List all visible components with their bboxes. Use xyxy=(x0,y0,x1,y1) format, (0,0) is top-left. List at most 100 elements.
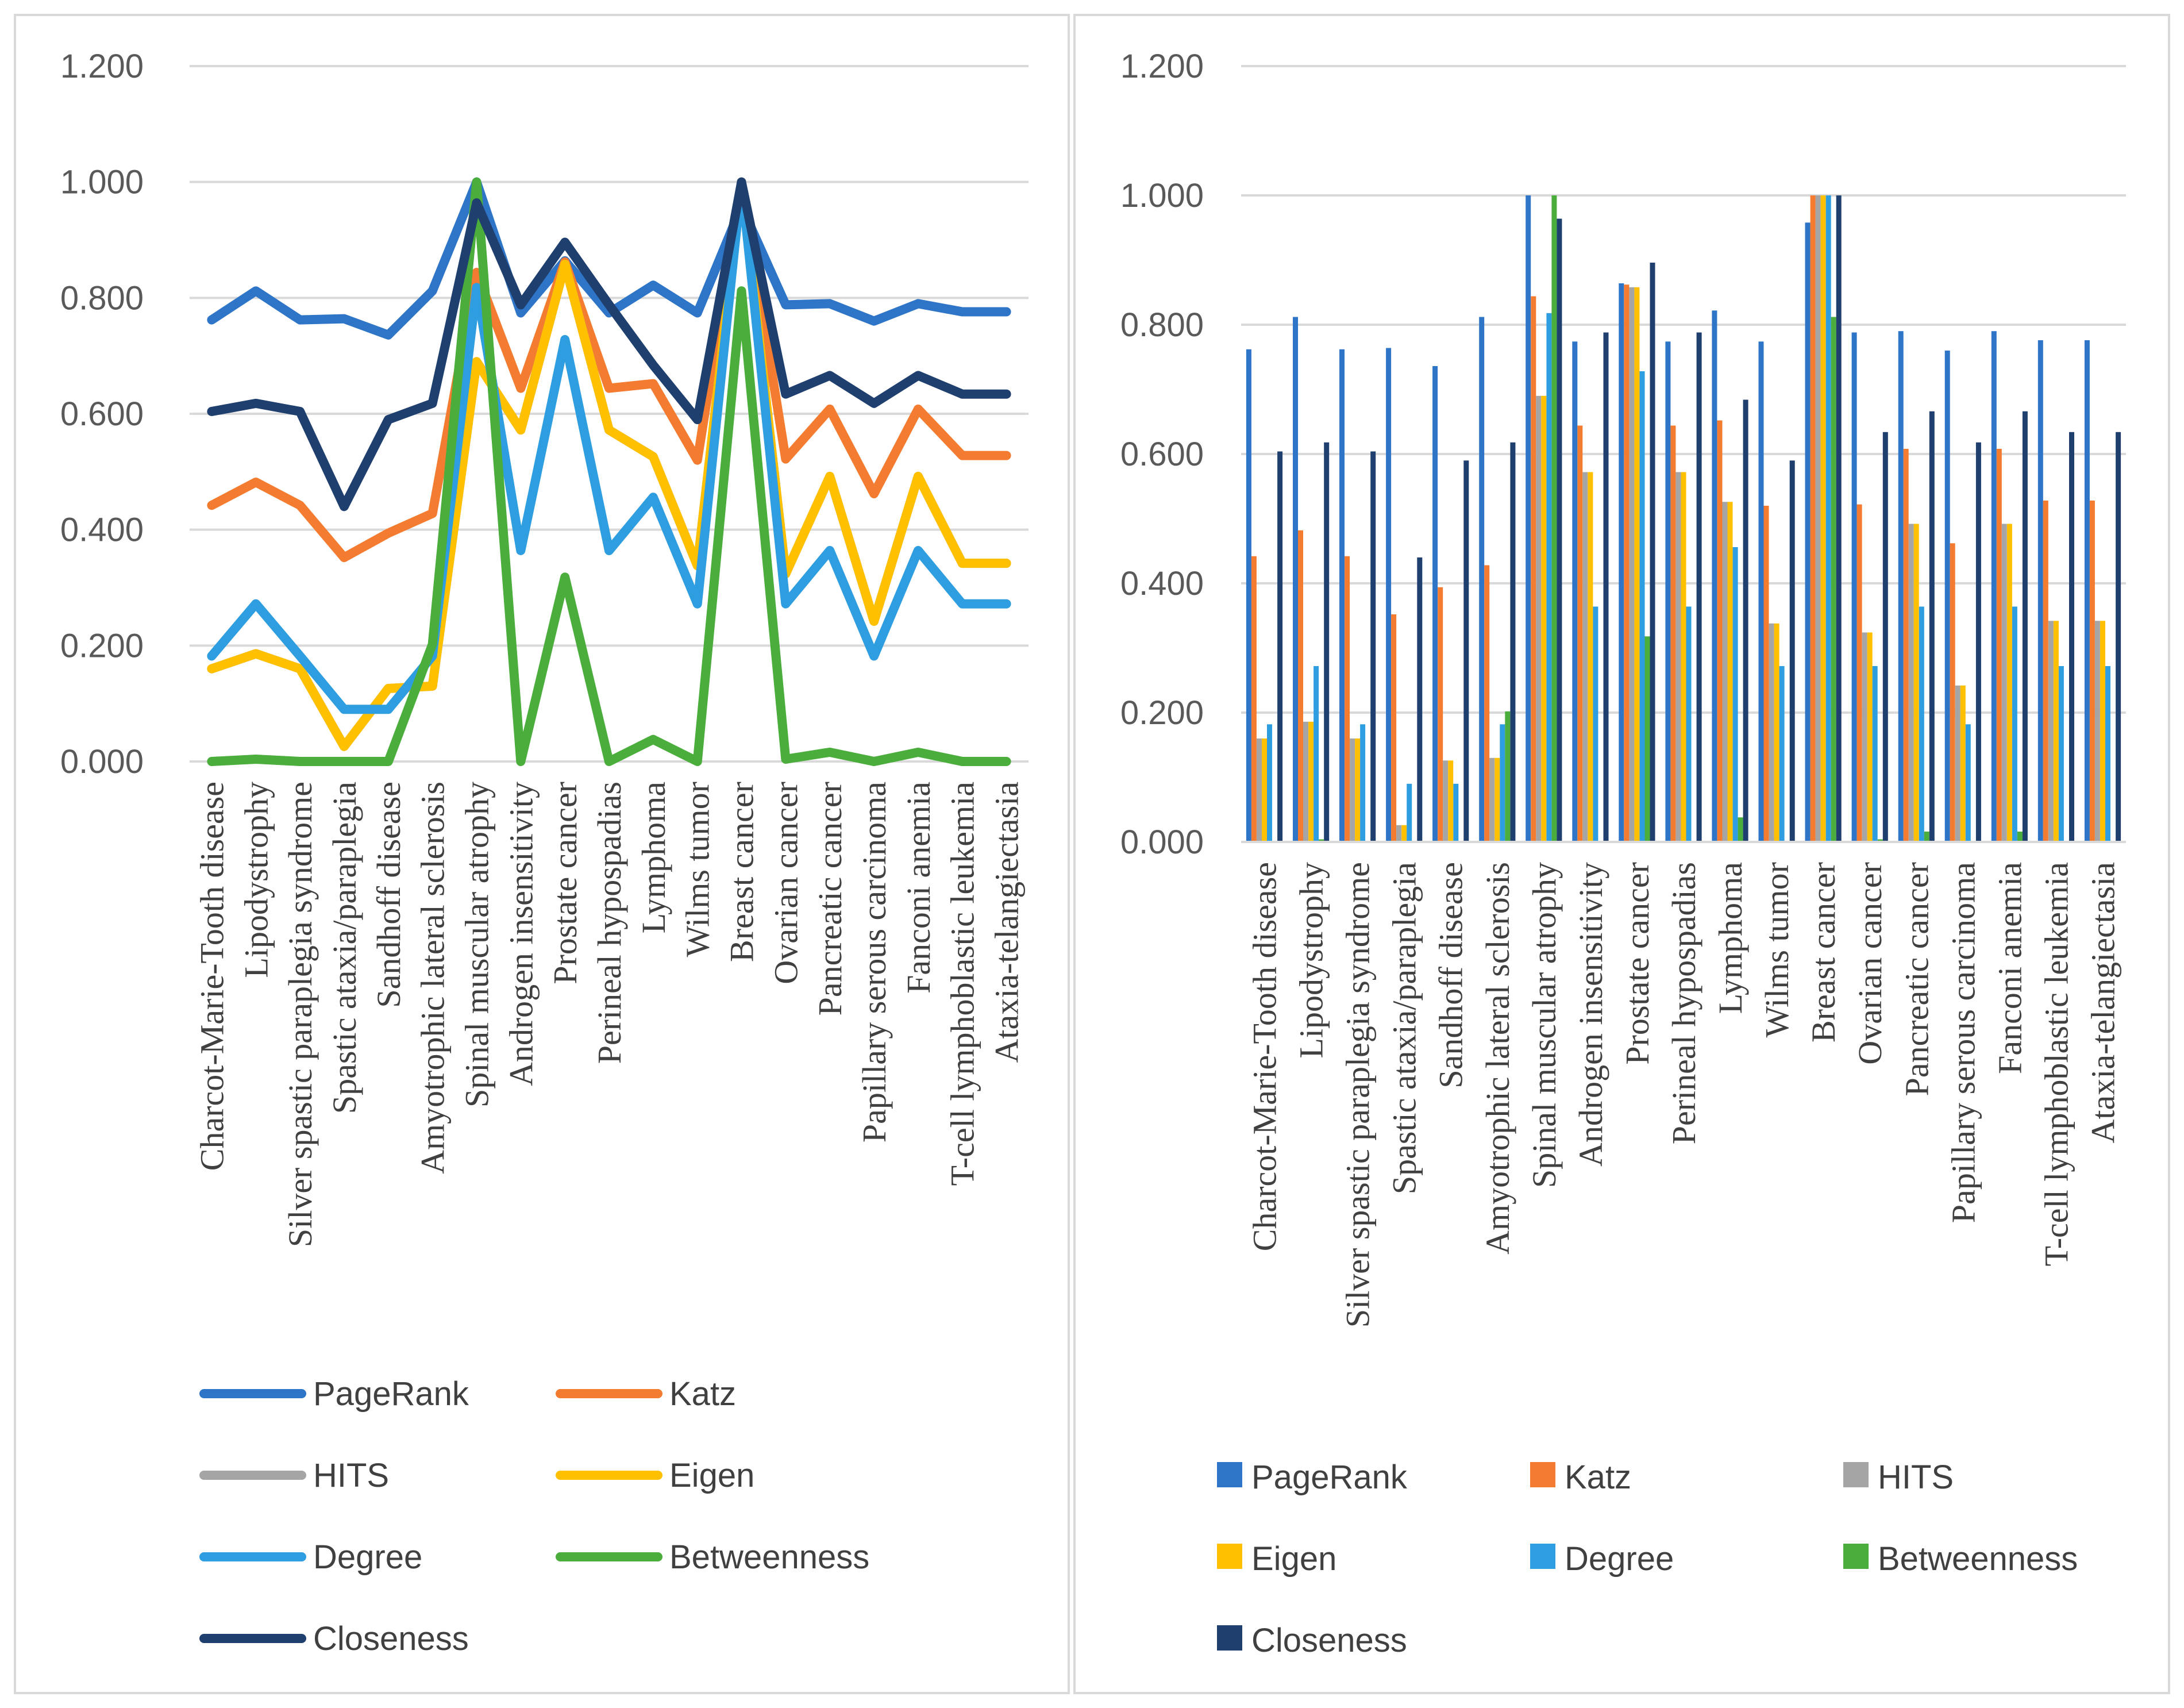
x-tick-label: Amyotrophic lateral sclerosis xyxy=(414,782,452,1174)
legend-label-pagerank: PageRank xyxy=(313,1375,469,1413)
x-tick-label: Pancreatic cancer xyxy=(811,782,849,1015)
bar-closeness xyxy=(1324,442,1330,843)
y-tick-label: 0.800 xyxy=(60,279,144,317)
bar-hits xyxy=(1350,738,1355,842)
bar-eigen xyxy=(1308,721,1314,843)
x-tick-label: Wilms tumor xyxy=(1758,862,1796,1037)
bar-pagerank xyxy=(1386,348,1392,842)
bar-closeness xyxy=(1789,460,1795,843)
bar-degree xyxy=(1500,724,1505,843)
bar-eigen xyxy=(2100,621,2105,843)
bar-degree xyxy=(1267,724,1272,843)
series-line-katz xyxy=(207,177,1011,563)
bar-hits xyxy=(1396,825,1402,843)
bar-degree xyxy=(1593,606,1598,842)
bar-closeness xyxy=(1557,218,1562,842)
legend-label-pagerank: PageRank xyxy=(1251,1459,1408,1496)
y-tick-label: 1.200 xyxy=(60,48,144,85)
x-tick-label: Charcot-Marie-Tooth disease xyxy=(1246,862,1284,1251)
bar-eigen xyxy=(1960,685,1966,843)
bar-katz xyxy=(1856,504,1862,842)
bar-degree xyxy=(1360,724,1366,843)
bar-katz xyxy=(1391,614,1397,842)
legend-swatch-katz xyxy=(1530,1462,1555,1487)
bar-pagerank xyxy=(1991,331,1997,842)
bar-katz xyxy=(1903,449,1909,842)
series-line-eigen xyxy=(207,177,1011,751)
bar-chart: 0.000 0.200 0.400 0.600 0.800 1.000 1.200 Charc… xyxy=(1120,48,2126,1659)
bar-degree xyxy=(2012,606,2017,842)
bar-betweenness xyxy=(1738,817,1743,843)
bar-closeness xyxy=(1510,442,1516,843)
bar-eigen xyxy=(1913,524,1919,842)
bar-degree xyxy=(1732,547,1738,842)
legend-swatch-pagerank xyxy=(1217,1462,1242,1487)
bar-closeness xyxy=(1603,332,1609,842)
bar-pagerank xyxy=(1339,349,1345,843)
bar-betweenness xyxy=(1924,832,1929,842)
x-tick-label: Papillary serous carcinoma xyxy=(1944,862,1982,1223)
y-tick-label: 0.000 xyxy=(1120,824,1204,861)
bar-degree xyxy=(1639,371,1645,842)
bar-closeness xyxy=(1370,451,1376,842)
bar-degree xyxy=(1965,724,1971,843)
bar-degree xyxy=(2058,666,2064,842)
bar-katz xyxy=(2043,501,2048,842)
legend-label-eigen: Eigen xyxy=(669,1457,754,1494)
legend-swatch-hits xyxy=(1843,1462,1869,1487)
bar-eigen xyxy=(1774,623,1779,843)
bar-eigen xyxy=(1494,757,1500,843)
bar-pagerank xyxy=(1619,283,1624,842)
bar-closeness xyxy=(1696,332,1702,842)
y-tick-label: 0.600 xyxy=(1120,436,1204,473)
bar-closeness xyxy=(1882,432,1888,843)
x-tick-label: Spinal muscular atrophy xyxy=(1526,862,1563,1188)
bar-pagerank xyxy=(1851,332,1857,842)
x-tick-label: Lipodystrophy xyxy=(237,782,275,978)
x-tick-label: Amyotrophic lateral sclerosis xyxy=(1479,862,1516,1255)
bar-closeness xyxy=(2069,432,2074,843)
line-chart-panel xyxy=(14,14,1070,1694)
x-tick-label: Breast cancer xyxy=(1805,862,1842,1043)
bar-hits xyxy=(1955,685,1960,843)
bar-eigen xyxy=(1401,825,1407,843)
y-tick-label: 1.000 xyxy=(60,164,144,201)
x-tick-label: Ataxia-telangiectasia xyxy=(2084,862,2121,1144)
bar-hits xyxy=(2001,524,2007,842)
x-tick-label: Lipodystrophy xyxy=(1293,862,1330,1059)
bar-chart-panel xyxy=(1073,14,2170,1694)
y-tick-label: 0.200 xyxy=(1120,694,1204,732)
bar-eigen xyxy=(2006,524,2012,842)
bar-katz xyxy=(1717,420,1723,842)
x-tick-label: Ovarian cancer xyxy=(1851,862,1889,1065)
x-tick-label: Prostate cancer xyxy=(546,782,584,984)
x-tick-label: Prostate cancer xyxy=(1619,862,1656,1065)
series-line-pagerank xyxy=(207,177,1011,340)
bar-hits xyxy=(2048,621,2054,843)
bar-eigen xyxy=(1448,760,1454,843)
x-tick-label: T-cell lymphoblastic leukemia xyxy=(944,782,981,1186)
y-tick-label: 0.400 xyxy=(60,511,144,549)
bar-hits xyxy=(1769,623,1774,843)
x-tick-label: Androgen insensitivity xyxy=(502,782,540,1086)
bar-closeness xyxy=(1650,263,1655,842)
bar-eigen xyxy=(1588,472,1593,842)
legend-label-betweenness: Betweenness xyxy=(1878,1540,2078,1578)
legend-label-degree: Degree xyxy=(313,1538,422,1576)
bar-eigen xyxy=(1355,738,1361,842)
x-tick-label: Silver spastic paraplegia syndrome xyxy=(282,782,319,1247)
bar-pagerank xyxy=(1665,341,1671,843)
bar-katz xyxy=(1298,530,1303,843)
bar-pagerank xyxy=(1805,222,1811,843)
bar-pagerank xyxy=(1526,195,1531,842)
x-tick-label: Androgen insensitivity xyxy=(1572,862,1609,1167)
bar-eigen xyxy=(1681,472,1686,842)
y-tick-label: 0.600 xyxy=(60,395,144,433)
bar-eigen xyxy=(1727,502,1733,843)
y-tick-label: 0.200 xyxy=(60,627,144,664)
bar-katz xyxy=(1577,425,1583,842)
bar-pagerank xyxy=(1479,317,1485,842)
x-tick-label: Spastic ataxia/paraplegia xyxy=(1386,862,1423,1194)
bar-closeness xyxy=(1743,399,1748,842)
bar-pagerank xyxy=(1572,341,1578,843)
